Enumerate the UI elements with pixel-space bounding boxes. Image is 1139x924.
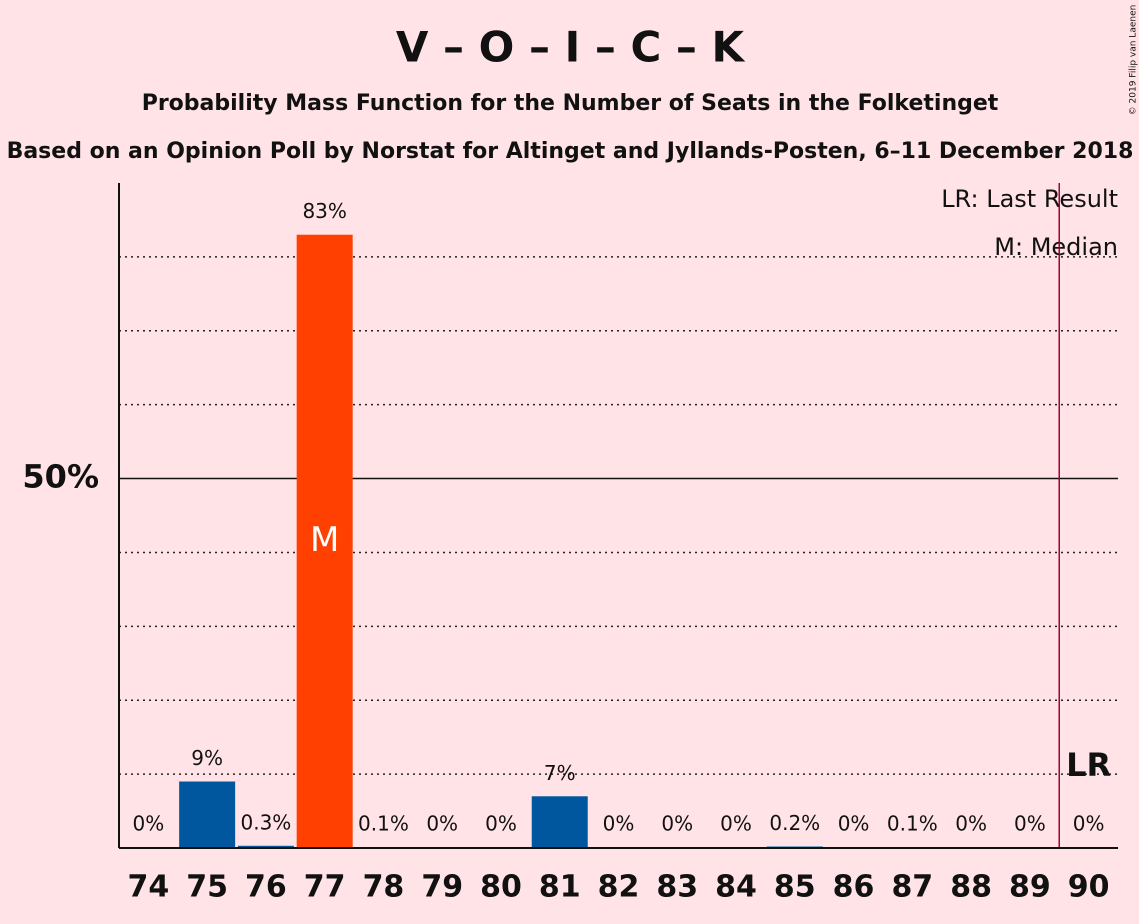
value-label: 7% xyxy=(544,761,576,785)
x-tick-label: 74 xyxy=(128,870,170,905)
value-label: 0% xyxy=(426,812,458,836)
bar xyxy=(296,234,353,848)
legend-entry: LR: Last Result xyxy=(941,185,1118,213)
x-tick-label: 81 xyxy=(539,870,581,905)
x-tick-label: 76 xyxy=(245,870,287,905)
value-label: 0.1% xyxy=(358,812,409,836)
value-label: 0% xyxy=(603,812,635,836)
x-tick-label: 89 xyxy=(1009,870,1051,905)
chart-caption: Based on an Opinion Poll by Norstat for … xyxy=(7,139,1134,164)
value-label: 0% xyxy=(485,812,517,836)
last-result-marker: LR xyxy=(1066,746,1111,784)
value-label: 0.2% xyxy=(769,811,820,835)
x-tick-label: 77 xyxy=(304,870,346,905)
value-label: 0% xyxy=(955,812,987,836)
value-label: 0.3% xyxy=(241,810,292,834)
median-marker: M xyxy=(310,520,339,560)
x-tick-label: 79 xyxy=(421,870,463,905)
x-tick-label: 84 xyxy=(715,870,757,905)
x-tick-label: 82 xyxy=(598,870,640,905)
x-tick-label: 87 xyxy=(891,870,933,905)
x-tick-label: 75 xyxy=(186,870,228,905)
bar xyxy=(531,796,588,848)
value-label: 0% xyxy=(1073,812,1105,836)
value-label: 0% xyxy=(1014,812,1046,836)
value-label: 9% xyxy=(191,746,223,770)
x-tick-label: 83 xyxy=(656,870,698,905)
value-label: 0% xyxy=(838,812,870,836)
bar xyxy=(179,781,236,848)
x-tick-label: 88 xyxy=(950,870,992,905)
value-label: 0% xyxy=(720,812,752,836)
value-label: 0% xyxy=(661,812,693,836)
x-tick-label: 90 xyxy=(1068,870,1110,905)
x-tick-label: 85 xyxy=(774,870,816,905)
bar xyxy=(237,845,294,848)
chart-subtitle: Probability Mass Function for the Number… xyxy=(142,91,999,116)
x-tick-label: 78 xyxy=(363,870,405,905)
value-label: 0.1% xyxy=(887,812,938,836)
chart-title: V – O – I – C – K xyxy=(396,23,746,72)
x-tick-label: 80 xyxy=(480,870,522,905)
y-tick-label: 50% xyxy=(22,458,99,496)
copyright: © 2019 Filip van Laenen xyxy=(1129,5,1139,116)
value-label: 83% xyxy=(302,199,346,223)
value-label: 0% xyxy=(133,812,165,836)
x-tick-label: 86 xyxy=(833,870,875,905)
